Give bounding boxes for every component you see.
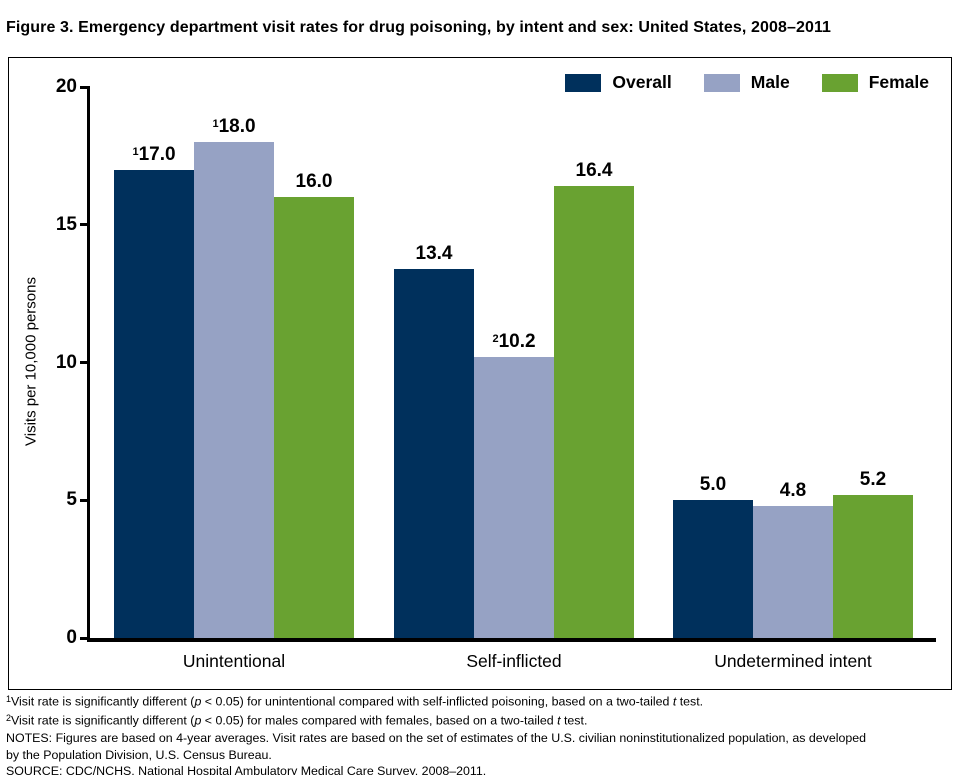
bar-overall-undetermined-intent (673, 500, 753, 638)
category-label-unintentional: Unintentional (182, 651, 286, 671)
footnote-line-3: NOTES: Figures are based on 4-year avera… (6, 730, 956, 747)
footnote-superscript: 1 (6, 694, 12, 704)
value-label-overall-self-inflicted: 13.4 (415, 242, 453, 264)
value-label-overall-undetermined-intent: 5.0 (699, 474, 727, 496)
footnote-line-5: SOURCE: CDC/NCHS, National Hospital Ambu… (6, 763, 956, 775)
y-tick-mark-5 (80, 498, 90, 502)
footnote-text: Visit rate is significantly different ( (11, 713, 195, 728)
bar-male-undetermined-intent (753, 505, 833, 638)
y-tick-mark-0 (80, 636, 90, 640)
footnote-line-4: by the Population Division, U.S. Census … (6, 747, 956, 764)
value-label-male-self-inflicted: 210.2 (492, 330, 536, 352)
legend-swatch-overall (565, 73, 602, 92)
value-label-female-undetermined-intent: 5.2 (859, 468, 887, 490)
y-tick-mark-10 (80, 361, 90, 364)
footnotes: 1Visit rate is significantly different (… (6, 691, 956, 775)
footnote-line-2: 2Visit rate is significantly different (… (6, 710, 956, 729)
y-tick-label-15: 15 (55, 213, 77, 235)
y-tick-label-20: 20 (55, 76, 77, 97)
value-label-superscript: 1 (132, 145, 139, 158)
footnote-text: t (672, 694, 677, 709)
legend-label-male: Male (750, 72, 790, 92)
footnote-superscript: 2 (6, 713, 12, 724)
footnote-text: p (194, 713, 202, 728)
legend-label-female: Female (868, 72, 929, 92)
legend: Overall Male Female (565, 72, 929, 93)
y-tick-label-0: 0 (66, 627, 77, 648)
value-label-male-unintentional: 118.0 (212, 116, 256, 138)
footnote-text: < 0.05) for males compared with females,… (201, 713, 558, 728)
footnote-text: < 0.05) for unintentional compared with … (201, 694, 673, 709)
legend-swatch-male (703, 73, 740, 92)
bar-female-unintentional (274, 197, 354, 638)
bar-male-unintentional (194, 142, 274, 638)
footnote-text: test. (676, 694, 704, 709)
value-label-superscript: 2 (492, 333, 499, 346)
value-label-superscript: 1 (212, 118, 219, 131)
footnote-text: t (557, 713, 561, 728)
value-label-male-undetermined-intent: 4.8 (779, 479, 807, 501)
category-label-undetermined-intent: Undetermined intent (714, 651, 872, 671)
legend-item-male: Male (703, 72, 790, 93)
x-axis-line (87, 638, 936, 642)
y-tick-label-10: 10 (55, 351, 77, 373)
legend-label-overall: Overall (612, 72, 672, 92)
category-label-self-inflicted: Self-inflicted (466, 651, 562, 671)
value-label-overall-unintentional: 117.0 (132, 143, 176, 165)
figure-title: Figure 3. Emergency department visit rat… (6, 19, 832, 36)
legend-item-female: Female (821, 72, 929, 93)
y-tick-mark-20 (80, 85, 90, 89)
bar-male-self-inflicted (474, 356, 554, 638)
footnote-text: test. (560, 713, 588, 728)
value-label-female-unintentional: 16.0 (295, 171, 333, 193)
value-label-female-self-inflicted: 16.4 (575, 160, 613, 182)
footnote-text: p (194, 694, 202, 709)
bar-overall-unintentional (114, 169, 194, 638)
bar-female-self-inflicted (554, 186, 634, 638)
legend-item-overall: Overall (565, 72, 672, 93)
y-axis-line (87, 87, 90, 642)
footnote-text: Visit rate is significantly different ( (11, 694, 195, 709)
footnote-text: SOURCE: CDC/NCHS, National Hospital Ambu… (6, 764, 487, 775)
legend-swatch-female (821, 73, 858, 92)
footnote-text: NOTES: Figures are based on 4-year avera… (6, 730, 867, 745)
footnote-line-1: 1Visit rate is significantly different (… (6, 691, 956, 710)
y-tick-mark-15 (80, 223, 90, 227)
chart-frame: Visits per 10,000 persons 0 5 10 15 20 117.0… (8, 57, 952, 690)
footnote-text: by the Population Division, U.S. Census … (6, 747, 272, 762)
bar-overall-self-inflicted (394, 268, 474, 638)
bar-female-undetermined-intent (833, 494, 913, 638)
y-tick-label-5: 5 (66, 489, 77, 511)
